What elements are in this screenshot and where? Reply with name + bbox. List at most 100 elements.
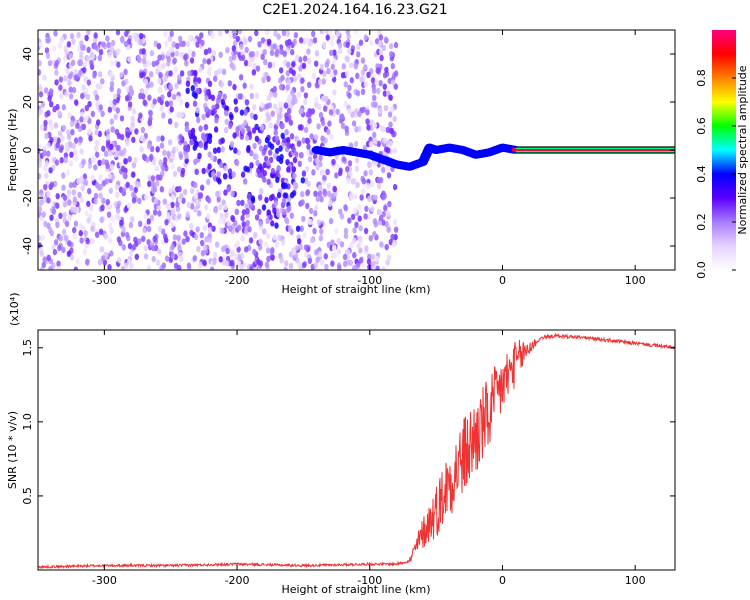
spectrogram-cell [109,250,114,257]
spectrogram-cell [255,50,260,58]
spectrogram-cell [87,162,93,169]
spectrogram-cell [134,253,139,260]
spectrogram-cell [245,219,250,227]
spectrogram-cell [164,255,170,262]
spectrogram-cell [139,72,144,79]
spectrogram-cell [131,108,137,115]
spectrogram-cell [64,90,70,98]
spectrogram-cell [97,159,102,166]
spectrogram-cell [252,103,257,111]
spectrogram-cell [314,96,319,103]
spectrogram-cell [266,94,272,102]
spectrogram-cell [189,223,194,230]
spectrogram-cell [214,69,219,77]
spectrogram-cell [386,254,392,261]
spectrogram-cell [152,235,157,243]
spectrogram-cell [275,48,280,55]
spectrogram-cell [207,163,212,170]
spectrogram-cell [289,212,294,219]
spectrogram-cell [158,87,163,94]
spectrogram-cell [274,222,279,229]
spectrogram-cell [78,223,84,230]
spectrogram-cell [79,116,84,123]
spectrogram-cell [219,212,224,220]
spectrogram-cell [40,101,46,108]
spectrogram-cell [292,172,297,180]
spectrogram-cell [345,56,351,63]
spectrogram-cell [299,107,304,115]
spectrogram-cell [274,135,280,142]
spectrogram-cell [372,231,377,238]
spectrogram-cell [288,119,294,126]
spectrogram-cell [51,45,57,52]
spectrogram-cell [82,248,88,256]
spectrogram-cell [186,262,192,269]
spectrogram-cell [131,191,136,198]
spectrogram-cell [319,228,324,235]
spectrogram-cell [353,140,359,148]
spectrogram-cell [150,175,156,182]
spectrogram-cell [161,62,166,69]
spectrogram-cell [56,266,62,270]
spectrogram-cell [120,266,126,270]
spectrogram-cell [182,188,188,196]
spectrogram-cell [357,235,363,242]
spectrogram-cell [374,79,379,86]
spectrogram-cell [266,178,271,185]
spectrogram-cell [345,165,350,173]
colorbar: 0.0 0.2 0.4 0.6 0.8 Normalized spectral ampl… [695,30,749,279]
spectrogram-cell [213,126,219,133]
spectrogram-cell [244,134,250,142]
spectrogram-cell [105,162,110,170]
spectrogram-cell [211,225,216,232]
spectrogram-cell [54,69,59,76]
spectrogram-cell [71,189,77,196]
spectrogram-cell [262,170,267,177]
spectrogram-cell [71,142,76,150]
spectrogram-cell [242,82,247,89]
spectrogram-cell [321,78,326,85]
spectrogram-cell [84,210,89,217]
spectrogram-cell [231,171,236,178]
spectrogram-cell [283,102,289,109]
spectrogram-cell [144,194,149,201]
spectrogram-cell [220,137,225,144]
spectrogram-cell [202,135,207,143]
spectrogram-cell [175,205,181,213]
spectrogram-cell [213,75,218,82]
spectrogram-cell [54,159,60,166]
spectrogram-cell [334,162,339,170]
spectrogram-cell [107,51,112,58]
spectrogram-cell [131,162,137,169]
spectrogram-cell [254,30,259,37]
spectrogram-cell [184,153,189,160]
spectrogram-cell [107,173,113,180]
spectrogram-cell [212,108,217,115]
spectrogram-cell [262,48,267,56]
spectrogram-cell [241,128,246,135]
spectrogram-cell [311,72,317,80]
spectrogram-cell [355,262,360,270]
spectrogram-cell [368,235,373,242]
spectrogram-cell [270,220,275,227]
spectrogram-cell [170,209,175,216]
spectrogram-cell [98,174,103,181]
spectrogram-cell [198,66,203,73]
spectrogram-cell [329,40,334,47]
spectrogram-cell [172,234,178,241]
spectrogram-cell [340,72,346,79]
spectrogram-cell [105,35,110,42]
spectrogram-cell [175,42,180,50]
spectrogram-cell [240,199,245,206]
spectrogram-cell [179,51,184,58]
spectrogram-cell [151,159,157,166]
spectrogram-cell [44,47,50,54]
spectrogram-cell [109,80,115,88]
spectrogram-cell [358,225,363,232]
spectrogram-cell [112,104,117,111]
snr-panel: -300 -200 -100 0 100 0.5 1.0 1.5 Height of str… [6,293,676,596]
spectrogram-cell [115,207,121,214]
spectrogram-cell [287,225,293,232]
spectrogram-cell [292,156,298,164]
spectrogram-cell [320,120,326,127]
